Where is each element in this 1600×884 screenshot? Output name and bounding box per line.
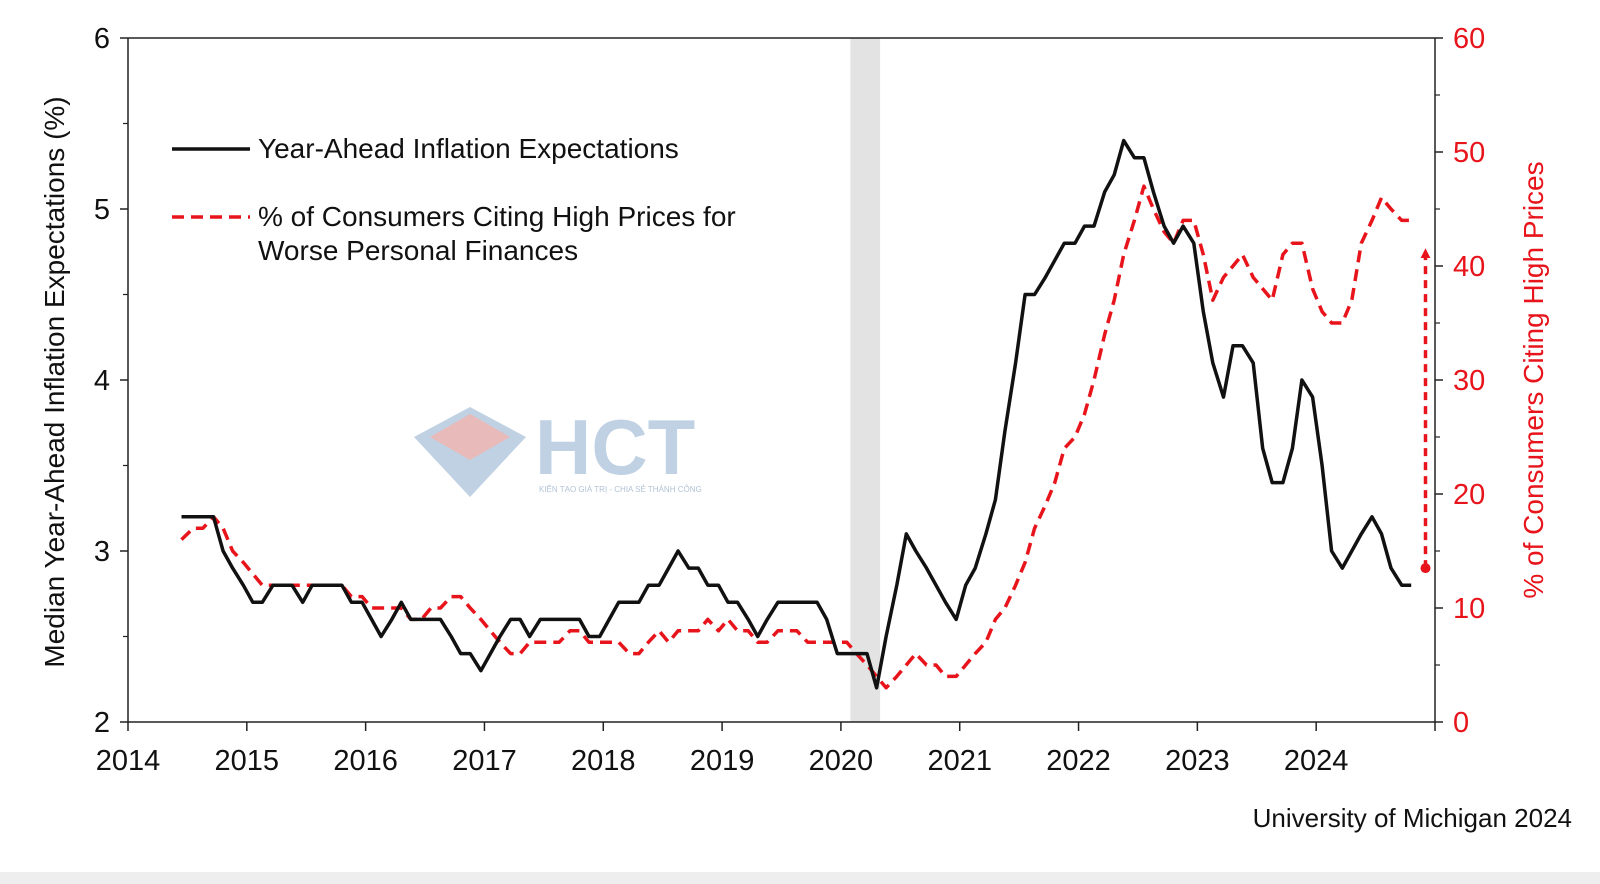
y-tick-label-left: 5	[94, 194, 110, 226]
x-tick-label: 2021	[927, 745, 992, 777]
legend-label-prices-line1: % of Consumers Citing High Prices for	[258, 201, 736, 232]
x-tick-label: 2015	[215, 745, 280, 777]
y-tick-label-right: 10	[1453, 593, 1485, 625]
x-tick-label: 2023	[1165, 745, 1230, 777]
x-tick-label: 2017	[452, 745, 517, 777]
y-tick-label-left: 3	[94, 536, 110, 568]
legend-label-expectations: Year-Ahead Inflation Expectations	[258, 133, 679, 164]
axes: 2014 2015 2016 2017 2018 2019 2020 2021 2022 2023…	[94, 23, 1485, 777]
y-axis-title-left: Median Year-Ahead Inflation Expectations…	[39, 96, 70, 667]
x-tick-label: 2024	[1284, 745, 1349, 777]
series-line-high-prices	[180, 184, 1412, 690]
y-tick-label-left: 2	[94, 707, 110, 739]
watermark-tagline: KIẾN TẠO GIÁ TRỊ - CHIA SẺ THÀNH CÔNG	[539, 484, 702, 494]
watermark-brand: HCT	[535, 403, 695, 491]
x-tick-label: 2016	[333, 745, 398, 777]
y-tick-label-left: 4	[94, 365, 110, 397]
y-tick-label-right: 40	[1453, 251, 1485, 283]
watermark-logo-red-icon	[430, 414, 510, 460]
y-tick-label-left: 6	[94, 23, 110, 55]
bottom-strip	[0, 872, 1600, 884]
legend: Year-Ahead Inflation Expectations % of C…	[172, 133, 744, 266]
y-tick-label-right: 60	[1453, 23, 1485, 55]
y-tick-label-right: 30	[1453, 365, 1485, 397]
y-axis-title-right: % of Consumers Citing High Prices	[1518, 161, 1549, 598]
x-tick-label: 2022	[1046, 745, 1111, 777]
x-tick-label: 2014	[96, 745, 161, 777]
series-line-inflation-expectations	[181, 138, 1412, 690]
legend-label-prices: % of Consumers Citing High Prices for Wo…	[258, 201, 744, 266]
series-lines	[180, 138, 1431, 690]
x-tick-label: 2019	[690, 745, 755, 777]
x-tick-label: 2018	[571, 745, 636, 777]
source-note: University of Michigan 2024	[1252, 803, 1572, 833]
watermark: HCT KIẾN TẠO GIÁ TRỊ - CHIA SẺ THÀNH CÔN…	[414, 403, 702, 497]
y-tick-label-right: 20	[1453, 479, 1485, 511]
y-tick-label-right: 50	[1453, 137, 1485, 169]
legend-label-prices-line2: Worse Personal Finances	[258, 235, 578, 266]
x-tick-label: 2020	[809, 745, 874, 777]
recession-shading	[850, 38, 881, 722]
y-tick-label-right: 0	[1453, 707, 1469, 739]
